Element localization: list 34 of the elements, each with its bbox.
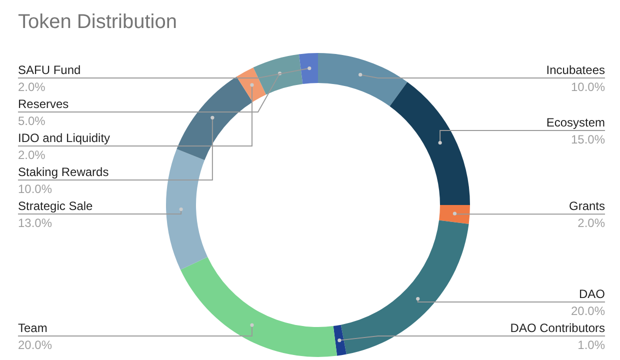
slice-label: Staking Rewards <box>18 165 109 179</box>
chart-title: Token Distribution <box>18 11 177 33</box>
slice-label: SAFU Fund <box>18 63 81 77</box>
donut-slice <box>236 67 266 102</box>
data-label: 13.0% <box>18 216 52 230</box>
data-label: 10.0% <box>570 80 606 94</box>
slice-label: Reserves <box>18 97 69 111</box>
donut-slice <box>180 256 338 357</box>
donut-slice <box>318 53 408 106</box>
slice-label: DAO <box>578 287 605 301</box>
data-label: 2.0% <box>18 80 46 94</box>
data-label: 5.0% <box>18 114 46 128</box>
donut-slice <box>333 324 346 356</box>
donut-slice <box>298 53 318 84</box>
donut-slice <box>176 76 253 160</box>
donut-slice <box>166 149 208 270</box>
data-label: 10.0% <box>18 182 52 196</box>
slice-label: Incubatees <box>546 63 605 77</box>
donut-slice <box>253 54 303 95</box>
data-label: 15.0% <box>570 132 606 146</box>
donut-slice <box>390 82 470 205</box>
slice-label: Team <box>18 321 48 335</box>
data-label: 2.0% <box>18 148 46 162</box>
donut-slice <box>439 205 470 224</box>
slice-label: Strategic Sale <box>18 199 94 213</box>
slice-label: IDO and Liquidity <box>18 131 110 145</box>
data-label: 1.0% <box>578 338 606 352</box>
slice-label: Ecosystem <box>546 115 605 130</box>
slice-label: Grants <box>568 199 605 214</box>
donut-slice <box>340 220 469 354</box>
slice-label: DAO Contributors <box>510 321 605 335</box>
data-label: 20.0% <box>570 304 606 318</box>
data-label: 20.0% <box>18 338 52 352</box>
data-label: 2.0% <box>578 216 606 230</box>
